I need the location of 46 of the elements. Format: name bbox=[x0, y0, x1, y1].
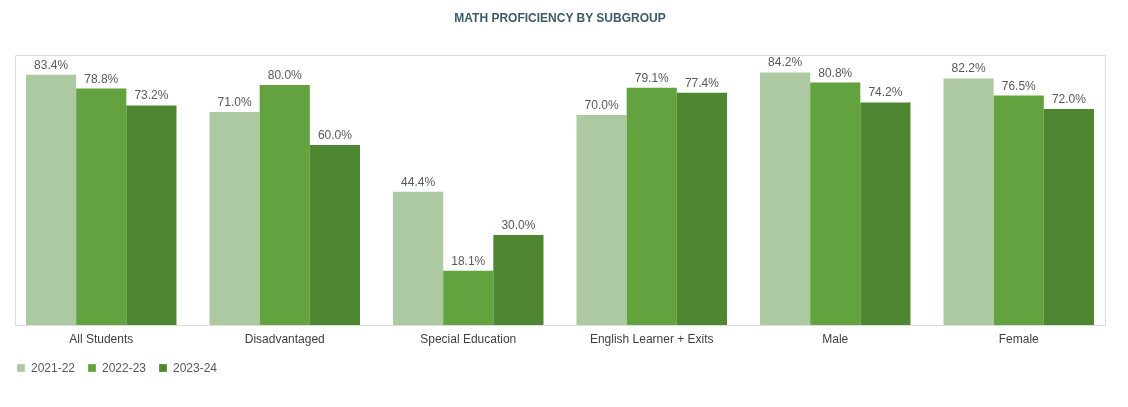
data-label: 77.4% bbox=[684, 75, 720, 90]
data-label: 76.5% bbox=[1001, 78, 1037, 93]
bar bbox=[209, 112, 260, 325]
data-label: 84.2% bbox=[768, 55, 803, 70]
data-label: 74.2% bbox=[868, 85, 903, 100]
bar bbox=[309, 145, 360, 325]
bar bbox=[76, 88, 127, 325]
legend-label: 2022-23 bbox=[102, 361, 147, 375]
bar bbox=[760, 72, 811, 325]
bar bbox=[676, 92, 727, 325]
data-label: 18.1% bbox=[451, 253, 486, 268]
legend-label: 2021-22 bbox=[31, 361, 76, 375]
x-tick-label: Female bbox=[998, 331, 1040, 346]
data-label: 60.0% bbox=[317, 128, 353, 142]
data-label: 70.0% bbox=[584, 98, 619, 112]
data-label: 30.0% bbox=[501, 218, 536, 232]
data-label: 44.4% bbox=[401, 174, 436, 189]
bar bbox=[860, 102, 911, 325]
data-label: 72.0% bbox=[1051, 92, 1087, 106]
bar bbox=[626, 87, 677, 325]
x-tick-label: Special Education bbox=[420, 331, 517, 346]
data-label: 79.1% bbox=[634, 70, 670, 85]
data-label: 80.8% bbox=[818, 65, 853, 80]
chart-title: MATH PROFICIENCY BY SUBGROUP bbox=[454, 11, 666, 25]
bar bbox=[26, 74, 77, 325]
x-tick-label: Male bbox=[822, 331, 849, 346]
bar bbox=[576, 115, 627, 325]
bar bbox=[810, 82, 861, 325]
bar bbox=[493, 235, 544, 325]
data-label: 78.8% bbox=[84, 71, 119, 86]
legend-label: 2023-24 bbox=[173, 361, 218, 375]
data-label: 83.4% bbox=[34, 57, 69, 72]
x-tick-label: All Students bbox=[69, 331, 134, 346]
bar bbox=[443, 270, 494, 325]
bar bbox=[943, 78, 994, 325]
bar bbox=[259, 85, 310, 325]
data-label: 71.0% bbox=[217, 95, 252, 109]
bar bbox=[393, 191, 444, 325]
bar bbox=[126, 105, 177, 325]
bar bbox=[1043, 109, 1094, 325]
data-label: 73.2% bbox=[134, 88, 169, 103]
data-label: 80.0% bbox=[267, 68, 303, 82]
x-tick-label: English Learner + Exits bbox=[589, 331, 714, 346]
x-tick-label: Disadvantaged bbox=[244, 331, 325, 346]
data-label: 82.2% bbox=[951, 61, 986, 76]
bar bbox=[993, 95, 1044, 325]
